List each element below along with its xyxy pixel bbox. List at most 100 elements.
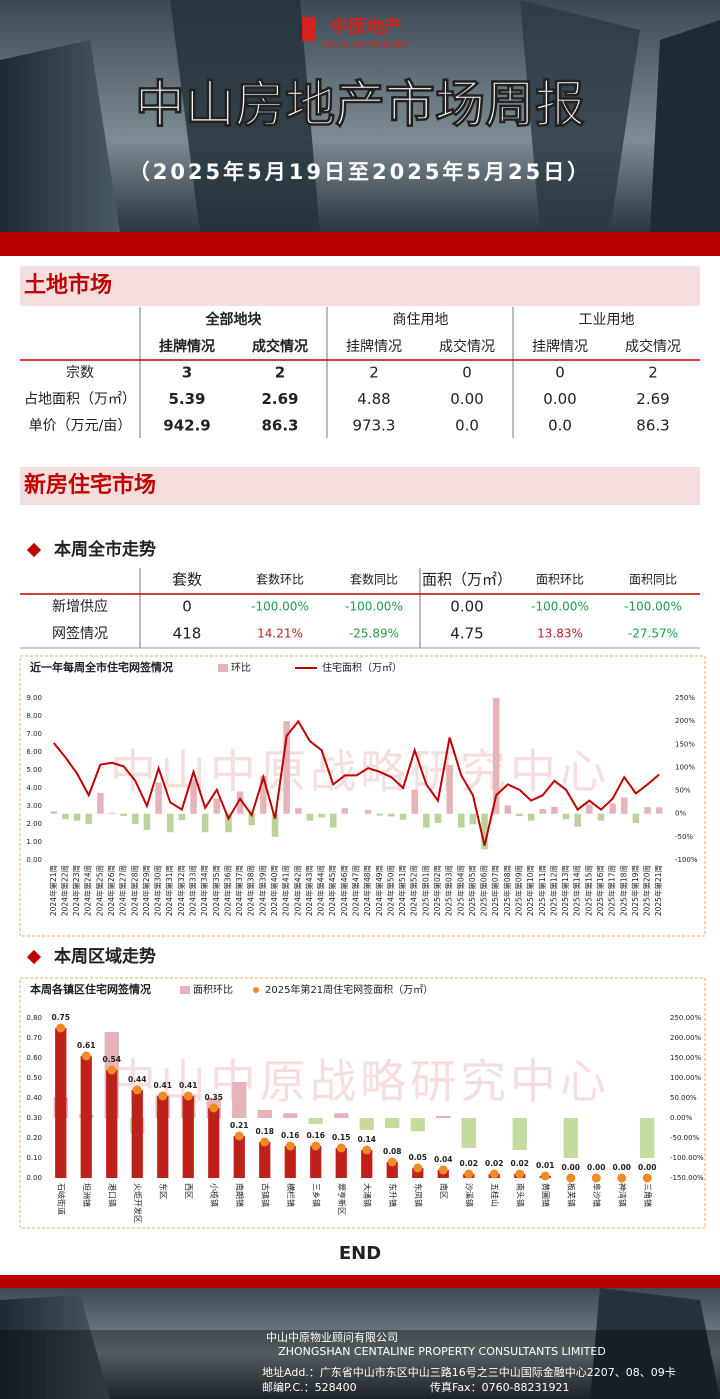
marker <box>158 1091 168 1101</box>
bar <box>481 813 488 850</box>
x-tick-label: 石岐街道 <box>56 1183 66 1215</box>
value-label: 0.00 <box>612 1163 631 1172</box>
y-tick-label: 0.70 <box>26 1034 42 1042</box>
table-cell: 13.83% <box>537 627 583 641</box>
y-tick-label: 2.00 <box>26 820 42 828</box>
marker <box>285 1141 295 1151</box>
bar <box>551 806 558 814</box>
y2-tick-label: -100% <box>675 856 698 864</box>
table-cell: 0.00 <box>450 390 483 408</box>
table-cell: 2.69 <box>636 390 669 408</box>
table-cell: 0 <box>462 364 472 382</box>
footer-fax: 传真Fax：0760-88231921 <box>430 1380 570 1394</box>
chart-frame <box>19 977 706 1229</box>
table-cell: 5.39 <box>168 390 205 408</box>
chart-frame <box>19 655 706 937</box>
table-cell: 2 <box>275 364 285 382</box>
x-tick-label: 小榄镇 <box>209 1183 219 1207</box>
bar <box>411 789 418 814</box>
column-header: 面积环比 <box>536 573 584 587</box>
y-tick-label: 9.00 <box>26 694 42 702</box>
row-label: 新增供应 <box>52 598 108 615</box>
marker <box>183 1091 193 1101</box>
marker <box>362 1145 372 1155</box>
bar <box>259 1142 271 1178</box>
value-label: 0.16 <box>306 1131 325 1140</box>
y-tick-label: 0.80 <box>26 1014 42 1022</box>
bar <box>446 765 453 814</box>
value-label: 0.15 <box>332 1133 351 1142</box>
bar <box>504 805 512 814</box>
y2-tick-label: 50% <box>675 787 691 795</box>
table-cell: 973.3 <box>353 417 396 435</box>
end-text: END <box>339 1243 381 1264</box>
x-tick-label: 2025年第16周 <box>595 865 605 916</box>
y-tick-label: 1.00 <box>26 838 42 846</box>
x-tick-label: 2024年第45周 <box>327 865 337 916</box>
bar <box>166 813 174 833</box>
marker <box>566 1173 576 1183</box>
value-label: 0.08 <box>383 1147 402 1156</box>
bar <box>143 813 151 830</box>
y2-tick-label: 150.00% <box>670 1054 701 1062</box>
legend-label: 环比 <box>231 662 251 674</box>
bar <box>132 813 139 824</box>
x-tick-label: 2024年第27周 <box>118 865 128 916</box>
bar <box>97 792 104 814</box>
x-tick-label: 三乡镇 <box>311 1183 321 1207</box>
bar <box>399 813 407 820</box>
column-header: 面积（万㎡） <box>422 571 512 589</box>
y2-tick-label: 50.00% <box>670 1094 697 1102</box>
y2-tick-label: 0% <box>675 810 686 818</box>
table-cell: 0 <box>555 364 565 382</box>
column-header: 挂牌情况 <box>346 338 402 355</box>
y-tick-label: 8.00 <box>26 712 42 720</box>
bar <box>283 721 290 814</box>
value-label: 0.00 <box>561 1163 580 1172</box>
x-tick-label: 2025年第20周 <box>642 865 652 916</box>
row-label: 单价（万元/亩） <box>29 417 132 434</box>
x-tick-label: 2024年第44周 <box>316 865 326 916</box>
x-tick-label: 2024年第50周 <box>385 865 395 916</box>
x-tick-label: 2024年第49周 <box>374 865 384 916</box>
bar <box>597 813 605 821</box>
y-tick-label: 0.20 <box>26 1134 42 1142</box>
x-tick-label: 2024年第36周 <box>222 865 232 916</box>
x-tick-label: 翠亨新区 <box>337 1183 347 1215</box>
red-band <box>0 232 720 256</box>
x-tick-label: 2024年第43周 <box>304 865 314 916</box>
x-tick-label: 2024年第41周 <box>281 865 291 916</box>
value-label: 0.54 <box>102 1055 121 1064</box>
building <box>650 20 720 232</box>
y2-tick-label: 0.00% <box>670 1114 693 1122</box>
line <box>53 719 660 846</box>
x-tick-label: 2025年第21周 <box>653 865 663 916</box>
y2-tick-label: -50% <box>675 833 693 841</box>
x-tick-label: 东区 <box>158 1183 168 1199</box>
bar <box>632 813 640 823</box>
x-tick-label: 2025年第02周 <box>432 865 442 916</box>
y-tick-label: 0.10 <box>26 1154 42 1162</box>
x-tick-label: 东凤镇 <box>413 1183 423 1207</box>
value-label: 0.00 <box>638 1163 657 1172</box>
x-tick-label: 沙溪镇 <box>464 1183 474 1207</box>
bar <box>644 807 651 814</box>
x-tick-label: 2024年第34周 <box>199 865 209 916</box>
value-label: 0.02 <box>459 1159 478 1168</box>
bar <box>410 1118 425 1132</box>
x-tick-label: 2025年第05周 <box>467 865 477 916</box>
value-label: 0.16 <box>281 1131 300 1140</box>
section-band <box>20 266 700 306</box>
bar <box>539 809 547 814</box>
marker <box>311 1141 321 1151</box>
bar <box>492 698 500 814</box>
table-cell: 3 <box>182 364 192 382</box>
x-tick-label: 大涌镇 <box>362 1183 372 1207</box>
marker <box>540 1171 550 1181</box>
y-tick-label: 5.00 <box>26 766 42 774</box>
x-tick-label: 2024年第22周 <box>59 865 69 916</box>
table-cell: 2 <box>369 364 379 382</box>
marker <box>413 1163 423 1173</box>
bar <box>232 1082 247 1118</box>
bar <box>655 807 663 814</box>
